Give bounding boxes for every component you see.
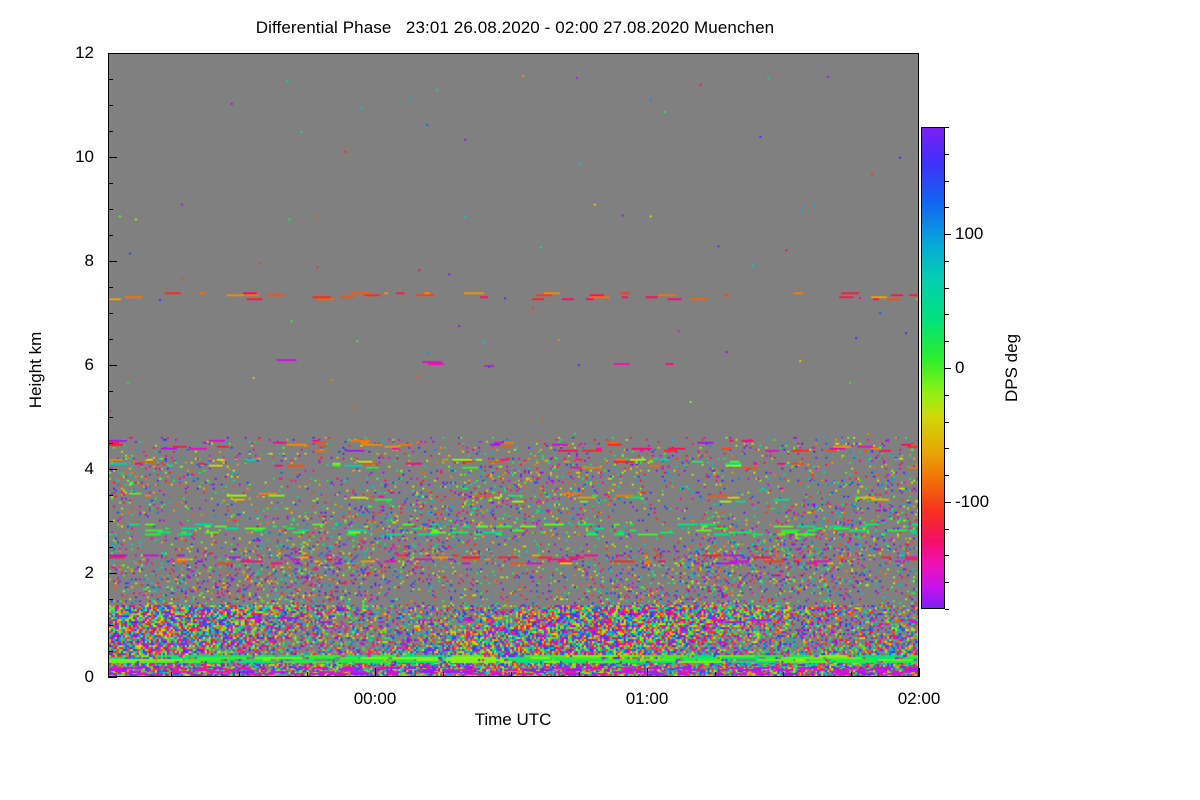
y-tick-minor <box>108 183 113 184</box>
y-tick-minor <box>108 79 113 80</box>
x-tick-minor <box>851 672 852 677</box>
x-tick-label: 00:00 <box>353 689 397 708</box>
heatmap-canvas <box>109 54 918 676</box>
x-tick-minor <box>443 672 444 677</box>
colorbar-tick-minor <box>945 448 949 449</box>
x-tick-minor <box>579 672 580 677</box>
y-tick-minor <box>108 235 113 236</box>
colorbar-tick-major <box>945 502 951 503</box>
x-tick-major <box>375 668 376 677</box>
colorbar-tick-minor <box>945 555 949 556</box>
y-tick-minor <box>108 313 113 314</box>
colorbar-tick-minor <box>945 314 949 315</box>
y-tick-minor <box>108 287 113 288</box>
plot-area[interactable] <box>108 53 919 677</box>
y-tick-major <box>108 469 117 470</box>
colorbar-tick-major <box>945 368 951 369</box>
y-tick-major <box>108 261 117 262</box>
x-tick-minor <box>239 672 240 677</box>
y-axis-title: Height km <box>26 331 45 409</box>
colorbar-tick-major <box>945 234 951 235</box>
y-tick-minor <box>108 495 113 496</box>
y-tick-label: 0 <box>84 667 94 686</box>
colorbar-tick-label: -100 <box>955 492 990 511</box>
colorbar-tick-minor <box>945 341 949 342</box>
y-tick-major <box>108 157 117 158</box>
y-tick-minor <box>108 651 113 652</box>
x-tick-label: 01:00 <box>625 689 669 708</box>
colorbar-tick-minor <box>945 207 949 208</box>
colorbar-tick-minor <box>945 422 949 423</box>
colorbar <box>921 127 945 609</box>
colorbar-tick-minor <box>945 609 949 610</box>
y-tick-minor <box>108 209 113 210</box>
colorbar-tick-minor <box>945 127 949 128</box>
y-tick-minor <box>108 105 113 106</box>
y-tick-major <box>108 573 117 574</box>
colorbar-tick-minor <box>945 529 949 530</box>
colorbar-tick-minor <box>945 582 949 583</box>
x-tick-minor <box>783 672 784 677</box>
x-axis-title: Time UTC <box>474 710 552 729</box>
x-tick-minor <box>307 672 308 677</box>
y-tick-major <box>108 53 117 54</box>
chart-title: Differential Phase 23:01 26.08.2020 - 02… <box>255 18 775 37</box>
y-tick-label: 8 <box>84 251 94 270</box>
x-tick-major <box>647 668 648 677</box>
colorbar-tick-minor <box>945 154 949 155</box>
y-tick-label: 2 <box>84 563 94 582</box>
y-tick-label: 10 <box>75 147 94 166</box>
y-tick-major <box>108 677 117 678</box>
y-tick-minor <box>108 443 113 444</box>
y-tick-major <box>108 365 117 366</box>
y-tick-minor <box>108 547 113 548</box>
y-tick-minor <box>108 417 113 418</box>
x-tick-minor <box>715 672 716 677</box>
x-tick-minor <box>171 672 172 677</box>
y-tick-minor <box>108 131 113 132</box>
y-tick-minor <box>108 599 113 600</box>
x-tick-major <box>919 668 920 677</box>
colorbar-title: DPS deg <box>1002 333 1021 403</box>
y-tick-minor <box>108 625 113 626</box>
y-tick-label: 6 <box>84 355 94 374</box>
colorbar-tick-label: 0 <box>955 358 965 377</box>
colorbar-tick-minor <box>945 475 949 476</box>
colorbar-tick-minor <box>945 288 949 289</box>
x-tick-minor <box>511 672 512 677</box>
y-tick-label: 12 <box>75 43 94 62</box>
x-tick-label: 02:00 <box>897 689 941 708</box>
y-tick-minor <box>108 391 113 392</box>
colorbar-tick-minor <box>945 261 949 262</box>
colorbar-tick-minor <box>945 181 949 182</box>
y-tick-minor <box>108 339 113 340</box>
y-tick-label: 4 <box>84 459 94 478</box>
y-tick-minor <box>108 521 113 522</box>
colorbar-tick-label: 100 <box>955 224 984 243</box>
colorbar-tick-minor <box>945 395 949 396</box>
